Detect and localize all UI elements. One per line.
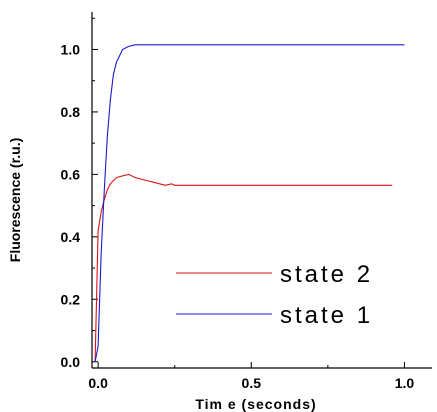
series-line-state-1 xyxy=(94,44,405,362)
legend-label-state-2: state 2 xyxy=(280,261,373,288)
x-tick-label: 0.5 xyxy=(242,375,262,391)
y-tick-label: 0.4 xyxy=(61,229,81,245)
x-axis-label: Tim e (seconds) xyxy=(195,396,316,412)
legend: state 2 state 1 xyxy=(176,261,373,329)
x-tick-label: 1.0 xyxy=(395,375,415,391)
y-tick-label: 0.6 xyxy=(61,166,81,182)
legend-label-state-1: state 1 xyxy=(280,302,373,329)
y-tick-label: 1.0 xyxy=(61,41,81,57)
y-axis-label: Fluorescence (r.u.) xyxy=(7,138,23,262)
y-tick-label: 0.2 xyxy=(61,291,81,307)
series-line-state-2 xyxy=(94,173,393,362)
x-tick-label: 0.0 xyxy=(88,375,108,391)
y-tick-label: 0.8 xyxy=(61,104,81,120)
series-layer xyxy=(94,44,405,362)
y-tick-label: 0.0 xyxy=(61,354,81,370)
axes: 0.0 0.2 0.4 0.6 0.8 1.0 0.0 0.5 1.0 xyxy=(61,12,432,391)
